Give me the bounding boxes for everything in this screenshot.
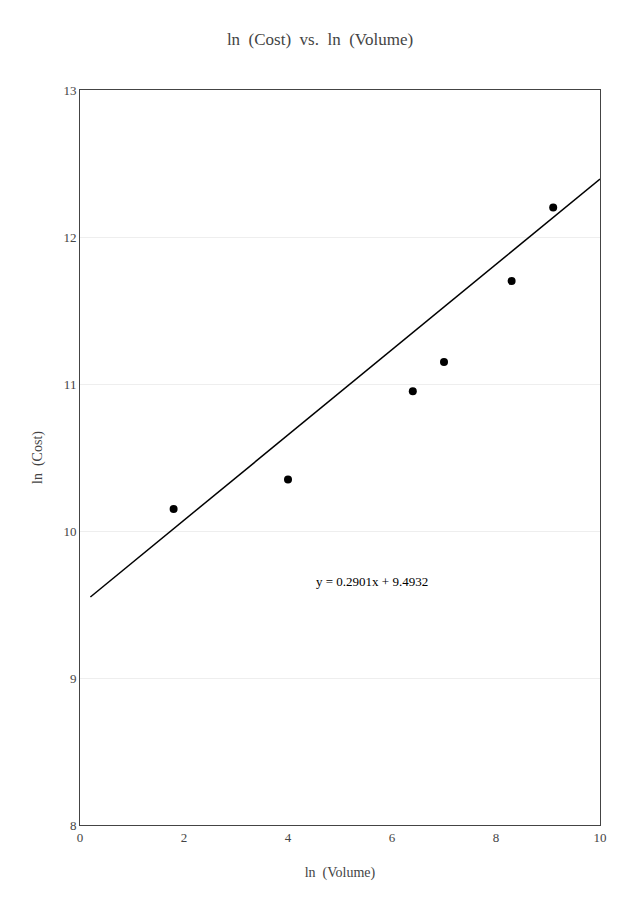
svg-text:8: 8	[493, 830, 500, 845]
svg-text:0: 0	[77, 830, 84, 845]
svg-text:6: 6	[389, 830, 396, 845]
svg-text:13: 13	[63, 83, 76, 98]
svg-text:11: 11	[64, 377, 77, 392]
svg-text:12: 12	[63, 230, 76, 245]
svg-text:ln (Cost): ln (Cost)	[30, 431, 46, 484]
svg-text:ln (Volume): ln (Volume)	[305, 865, 376, 881]
svg-text:9: 9	[70, 671, 77, 686]
svg-text:10: 10	[594, 830, 607, 845]
svg-text:y = 0.2901x + 9.4932: y = 0.2901x + 9.4932	[316, 574, 428, 589]
svg-text:4: 4	[285, 830, 292, 845]
svg-text:8: 8	[70, 818, 77, 833]
svg-text:ln (Cost) vs. ln (Volume): ln (Cost) vs. ln (Volume)	[227, 30, 413, 49]
svg-text:10: 10	[63, 524, 76, 539]
svg-text:2: 2	[181, 830, 188, 845]
